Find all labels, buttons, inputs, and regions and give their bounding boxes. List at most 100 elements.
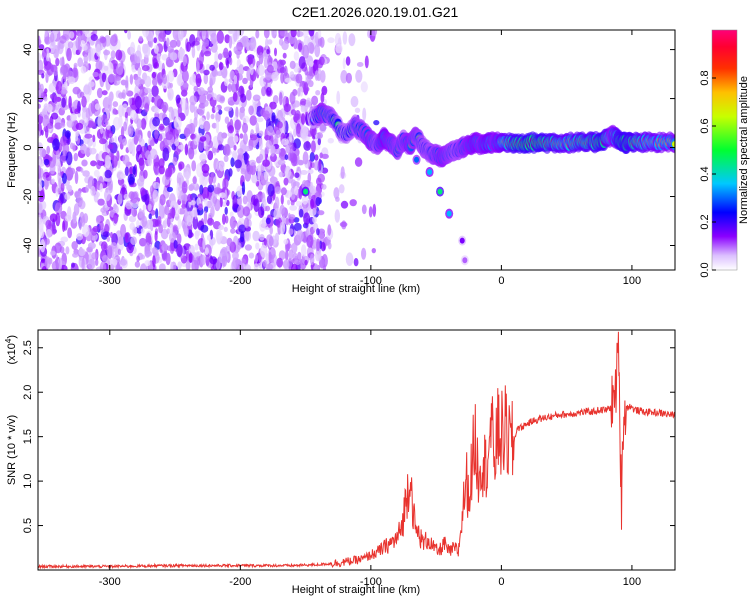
spectrogram-noise-blob	[240, 231, 245, 243]
spectrogram-noise-blob	[140, 187, 146, 196]
spectrogram-noise-blob	[126, 242, 134, 254]
spectrogram-noise-blob	[127, 30, 131, 40]
spectrogram-noise-blob	[238, 64, 245, 76]
svg-text:(x104): (x104)	[4, 335, 18, 365]
spectrogram-noise-blob	[192, 215, 199, 230]
spectrogram-noise-blob	[206, 111, 210, 121]
spectrogram-noise-blob	[97, 198, 105, 206]
spectrogram-noise-blob	[158, 32, 165, 42]
spectrogram-noise-blob	[83, 30, 90, 35]
spectrogram-noise-blob	[177, 218, 182, 230]
spectrogram-noise-blob	[307, 42, 315, 54]
spectrogram-noise-blob	[191, 160, 197, 172]
spectrogram-noise-blob	[47, 30, 53, 34]
spectrogram-noise-blob	[81, 258, 85, 270]
spectrogram-noise-blob	[45, 238, 50, 245]
spectrogram-noise-blob	[46, 62, 54, 76]
spectrogram-noise-blob	[48, 82, 56, 93]
spectrogram-noise-blob	[105, 126, 110, 140]
spectrogram-noise-blob	[109, 137, 115, 143]
spectrogram-noise-blob	[66, 119, 74, 128]
spectrogram-noise-blob	[104, 154, 110, 167]
spectrogram-noise-blob	[39, 148, 47, 158]
figure-title: C2E1.2026.020.19.01.G21	[292, 4, 459, 20]
spectrogram-noise-blob	[293, 51, 300, 61]
spectrogram-noise-blob	[83, 84, 91, 95]
spectrogram-noise-blob	[235, 262, 244, 270]
spectrogram-noise-blob	[267, 183, 275, 197]
spectrogram-noise-blob	[255, 127, 260, 135]
spectrogram-noise-blob	[191, 45, 196, 59]
colorbar: 0.0 0.2 0.4 0.6 0.8 Normalized spectral ampl…	[699, 29, 750, 278]
spectrogram-noise-blob	[202, 38, 210, 47]
colorbar-tick-label: 0.4	[699, 166, 711, 181]
spectrogram-noise-blob	[117, 248, 121, 255]
spectrogram-noise-blob	[266, 86, 272, 96]
spectrogram-noise-blob	[218, 62, 224, 71]
spectrogram-noise-blob	[333, 187, 340, 200]
snr-scale-close: )	[6, 335, 18, 339]
spectrogram-noise-blob	[141, 215, 148, 228]
spectrogram-noise-blob	[218, 192, 226, 199]
spectrogram-noise-blob	[235, 106, 239, 120]
spectrogram-noise-blob	[230, 157, 235, 168]
spectrogram-noise-blob	[44, 88, 48, 94]
spectrogram-noise-blob	[39, 228, 45, 239]
spectrogram-noise-blob	[138, 208, 143, 219]
spectrogram-noise-blob	[182, 55, 187, 67]
spectrogram-noise-blob	[176, 233, 182, 245]
spectrogram-noise-blob	[164, 30, 172, 35]
spectrogram-noise-blob	[152, 255, 156, 268]
spectrogram-noise-blob	[335, 196, 340, 202]
spectrogram-noise-blob	[284, 77, 292, 83]
spectrogram-noise-blob	[122, 154, 130, 165]
spectrogram-noise-blob	[123, 193, 129, 200]
spectrogram-noise-blob	[229, 70, 235, 80]
spectrogram-noise-blob	[140, 254, 145, 260]
spectrogram-noise-blob	[263, 238, 267, 246]
spectrogram-noise-blob	[293, 259, 301, 266]
spectrogram-noise-blob	[162, 147, 170, 162]
colorbar-frame	[711, 29, 738, 271]
spectrogram-noise-blob	[213, 187, 222, 195]
spectrogram-noise-blob	[151, 85, 159, 97]
spectrogram-noise-blob	[298, 42, 303, 51]
spectrogram-noise-blob	[40, 129, 44, 136]
spectrogram-noise-blob	[45, 229, 52, 239]
spectrogram-noise-blob	[216, 71, 224, 77]
spectrogram-noise-blob	[91, 252, 98, 260]
spectrogram-noise-blob	[161, 243, 168, 252]
spectrogram-noise-blob	[153, 95, 162, 107]
spectrogram-noise-blob	[191, 259, 199, 270]
spectrogram-noise-blob	[281, 40, 289, 51]
spectrogram-secondary-point	[414, 156, 420, 163]
spectrogram-noise-blob	[209, 256, 218, 265]
spectrogram-noise-blob	[38, 165, 42, 179]
spectrogram-noise-blob	[180, 262, 188, 267]
spectrogram-noise-blob	[284, 250, 289, 261]
spectrogram-noise-blob	[166, 37, 170, 48]
spectrogram-noise-blob	[275, 130, 281, 139]
spectrogram-noise-blob	[90, 34, 98, 41]
spectrogram-noise-blob	[169, 231, 176, 243]
spectrogram-noise-blob	[290, 109, 297, 116]
spectrogram-noise-blob	[214, 199, 221, 212]
spectrogram-xtick-label: 0	[498, 275, 504, 287]
spectrogram-noise-blob	[214, 106, 219, 112]
spectrogram-noise-blob	[354, 157, 363, 167]
spectrogram-noise-blob	[203, 50, 212, 57]
spectrogram-noise-blob	[316, 228, 320, 236]
spectrogram-noise-blob	[154, 107, 160, 114]
spectrogram-noise-blob	[205, 63, 211, 71]
spectrogram-noise-blob	[66, 184, 73, 193]
snr-series-line	[38, 331, 675, 570]
snr-ytick-label: 1.0	[22, 473, 34, 488]
spectrogram-noise-blob	[73, 62, 78, 68]
spectrogram-noise-blob	[273, 147, 281, 155]
spectrogram-noise-blob	[316, 177, 322, 186]
spectrogram-noise-blob	[233, 135, 239, 143]
snr-ytick-label: 2.0	[22, 385, 34, 400]
spectrogram-noise-blob	[172, 156, 178, 166]
spectrogram-noise-blob	[227, 132, 234, 138]
spectrogram-xtick-label: -100	[360, 275, 382, 287]
